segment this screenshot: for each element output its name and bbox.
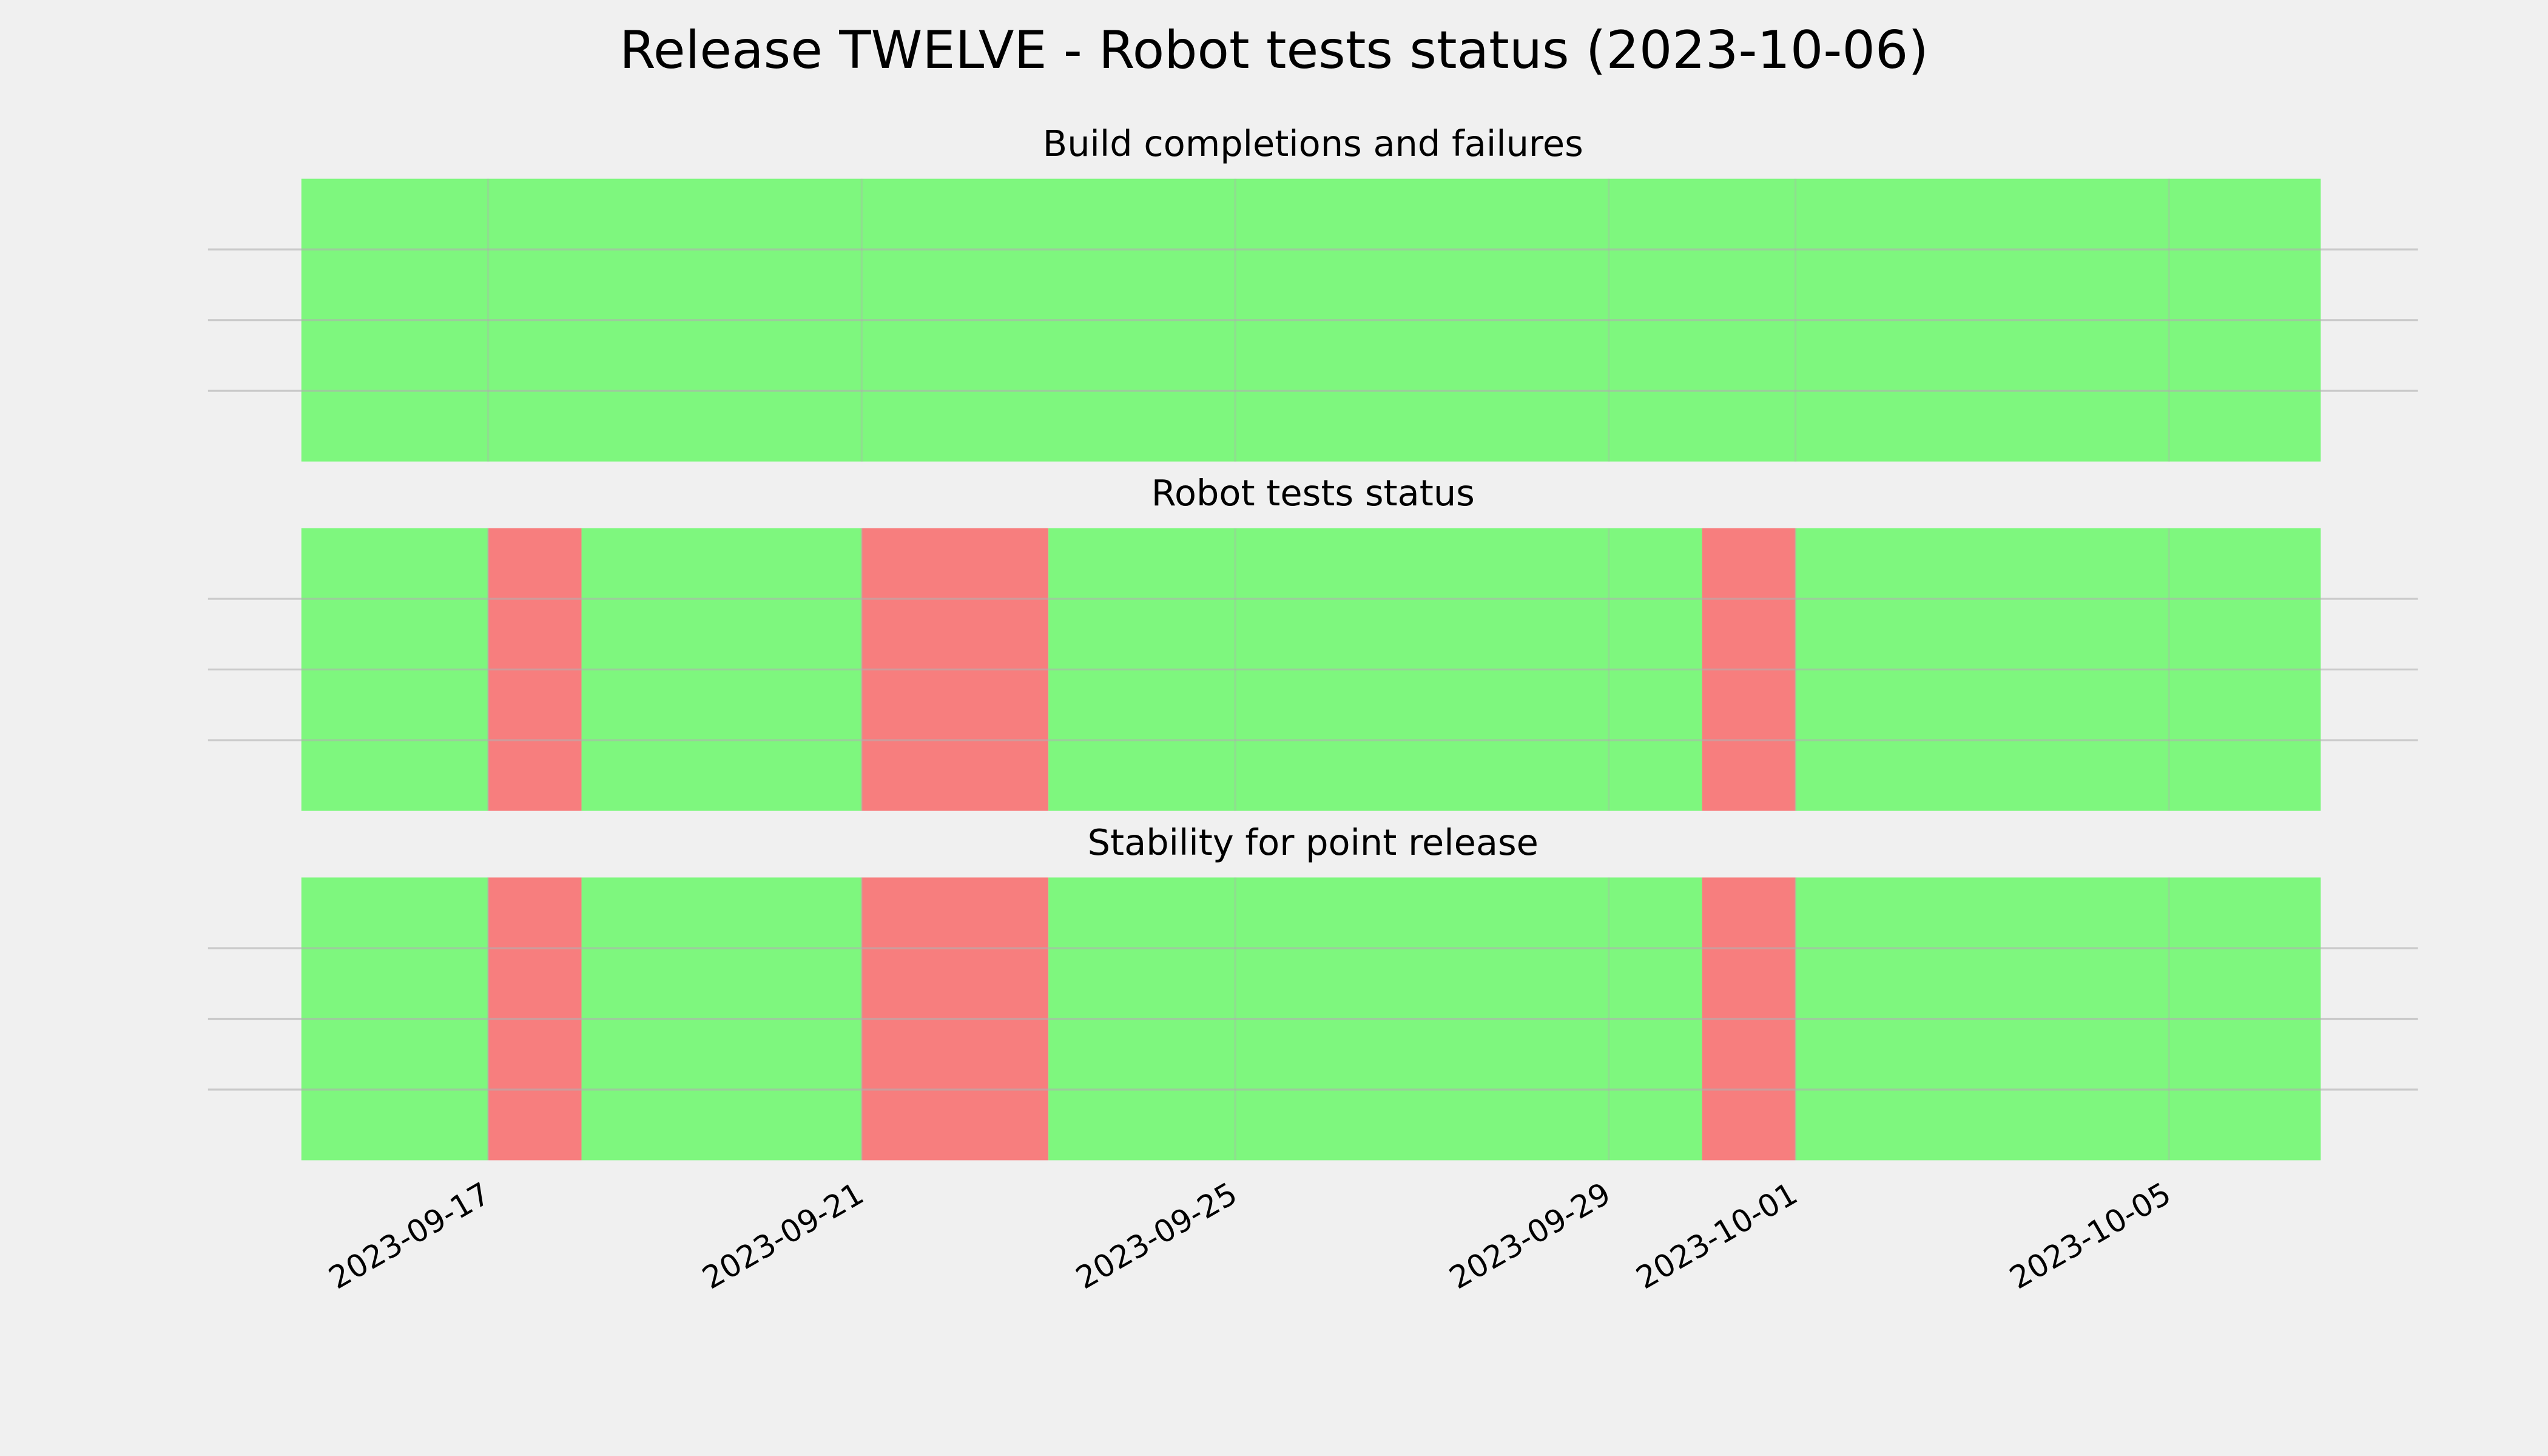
x-tick-label: 2023-09-21 <box>696 1176 870 1296</box>
panel-title: Stability for point release <box>1088 821 1539 863</box>
x-tick-label: 2023-09-17 <box>323 1176 497 1296</box>
panel-title: Build completions and failures <box>1043 123 1583 164</box>
x-tick-label: 2023-09-25 <box>1070 1176 1244 1296</box>
panel-title: Robot tests status <box>1151 472 1475 514</box>
x-tick-label: 2023-10-05 <box>2004 1176 2177 1296</box>
x-tick-label: 2023-09-29 <box>1444 1176 1617 1296</box>
x-tick-label: 2023-10-01 <box>1630 1176 1804 1296</box>
chart-title: Release TWELVE - Robot tests status (202… <box>619 20 1929 81</box>
